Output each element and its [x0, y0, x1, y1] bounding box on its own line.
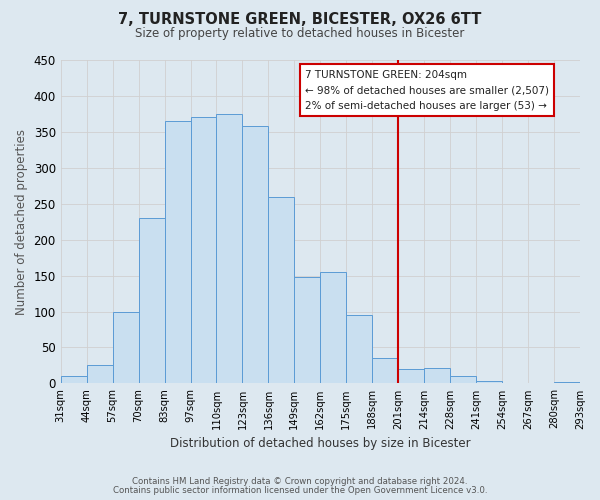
Bar	[242, 126, 268, 384]
Text: Contains HM Land Registry data © Crown copyright and database right 2024.: Contains HM Land Registry data © Crown c…	[132, 477, 468, 486]
Bar	[398, 369, 424, 384]
Text: 7 TURNSTONE GREEN: 204sqm
← 98% of detached houses are smaller (2,507)
2% of sem: 7 TURNSTONE GREEN: 204sqm ← 98% of detac…	[305, 70, 549, 111]
Bar	[61, 376, 86, 384]
Bar	[113, 312, 139, 384]
Bar	[554, 382, 580, 384]
Bar	[217, 114, 242, 384]
Bar	[450, 376, 476, 384]
Bar	[372, 358, 398, 384]
Bar	[502, 382, 528, 384]
Text: Size of property relative to detached houses in Bicester: Size of property relative to detached ho…	[136, 28, 464, 40]
Bar	[295, 277, 320, 384]
Text: 7, TURNSTONE GREEN, BICESTER, OX26 6TT: 7, TURNSTONE GREEN, BICESTER, OX26 6TT	[118, 12, 482, 28]
Bar	[268, 196, 295, 384]
Bar	[346, 315, 372, 384]
Bar	[476, 382, 502, 384]
Bar	[164, 121, 191, 384]
Text: Contains public sector information licensed under the Open Government Licence v3: Contains public sector information licen…	[113, 486, 487, 495]
Bar	[320, 272, 346, 384]
Bar	[86, 366, 113, 384]
Bar	[424, 368, 450, 384]
Bar	[139, 218, 164, 384]
Y-axis label: Number of detached properties: Number of detached properties	[15, 128, 28, 314]
Bar	[191, 118, 217, 384]
X-axis label: Distribution of detached houses by size in Bicester: Distribution of detached houses by size …	[170, 437, 470, 450]
